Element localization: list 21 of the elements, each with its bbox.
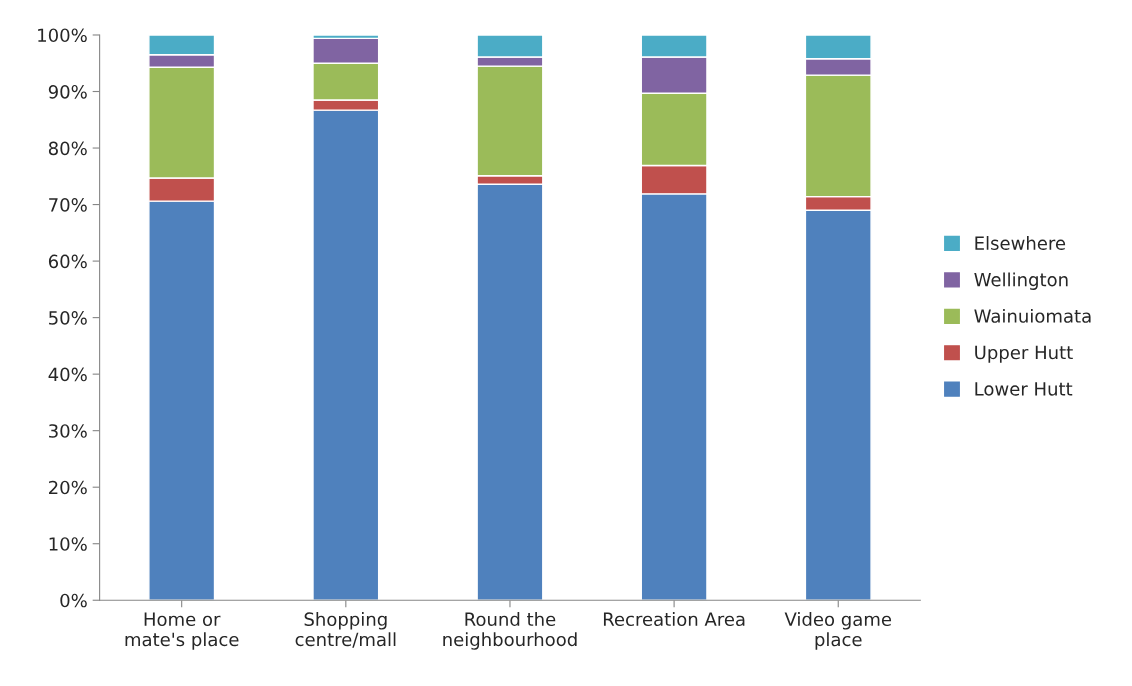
- y-tick-label: 50%: [49, 311, 87, 325]
- y-tick-label: 80%: [48, 141, 87, 156]
- y-tick-label: 40%: [48, 367, 87, 382]
- legend-label: Wellington: [974, 272, 1068, 290]
- y-tick-label: 90%: [48, 84, 87, 99]
- y-tick-label: 30%: [49, 424, 87, 438]
- y-tick-label: 10%: [49, 537, 87, 551]
- y-tick-label: 0%: [60, 593, 87, 608]
- x-tick-label: Home or mate's place: [125, 612, 239, 650]
- y-tick-label: 20%: [49, 480, 87, 495]
- x-tick-label: Shopping centre/mall: [295, 612, 396, 648]
- legend-label: Lower Hutt: [975, 382, 1073, 396]
- x-tick-label: Video game place: [784, 612, 892, 650]
- legend-label: Elsewhere: [975, 236, 1066, 250]
- legend-label: Upper Hutt: [975, 345, 1073, 363]
- x-tick-label: Recreation Area: [603, 612, 745, 627]
- y-tick-label: 60%: [48, 254, 87, 269]
- x-tick-label: Round the neighbourhood: [443, 612, 577, 650]
- legend-label: Wainuiomata: [974, 308, 1091, 323]
- y-tick-label: 70%: [49, 198, 87, 212]
- y-tick-label: 100%: [38, 28, 87, 43]
